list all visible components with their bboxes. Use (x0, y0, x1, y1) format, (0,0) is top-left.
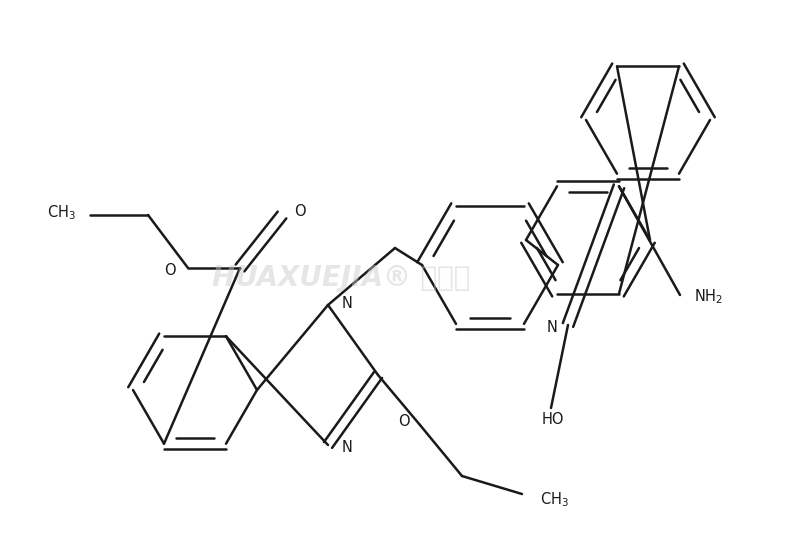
Text: NH$_2$: NH$_2$ (693, 287, 722, 306)
Text: HO: HO (541, 413, 564, 428)
Text: CH$_3$: CH$_3$ (47, 203, 76, 222)
Text: O: O (164, 262, 176, 277)
Text: CH$_3$: CH$_3$ (539, 490, 569, 509)
Text: HUAXUEJIA® 化学加: HUAXUEJIA® 化学加 (212, 264, 470, 292)
Text: N: N (547, 320, 557, 335)
Text: O: O (294, 203, 305, 219)
Text: N: N (341, 439, 353, 454)
Text: N: N (341, 295, 353, 310)
Text: O: O (398, 414, 410, 429)
